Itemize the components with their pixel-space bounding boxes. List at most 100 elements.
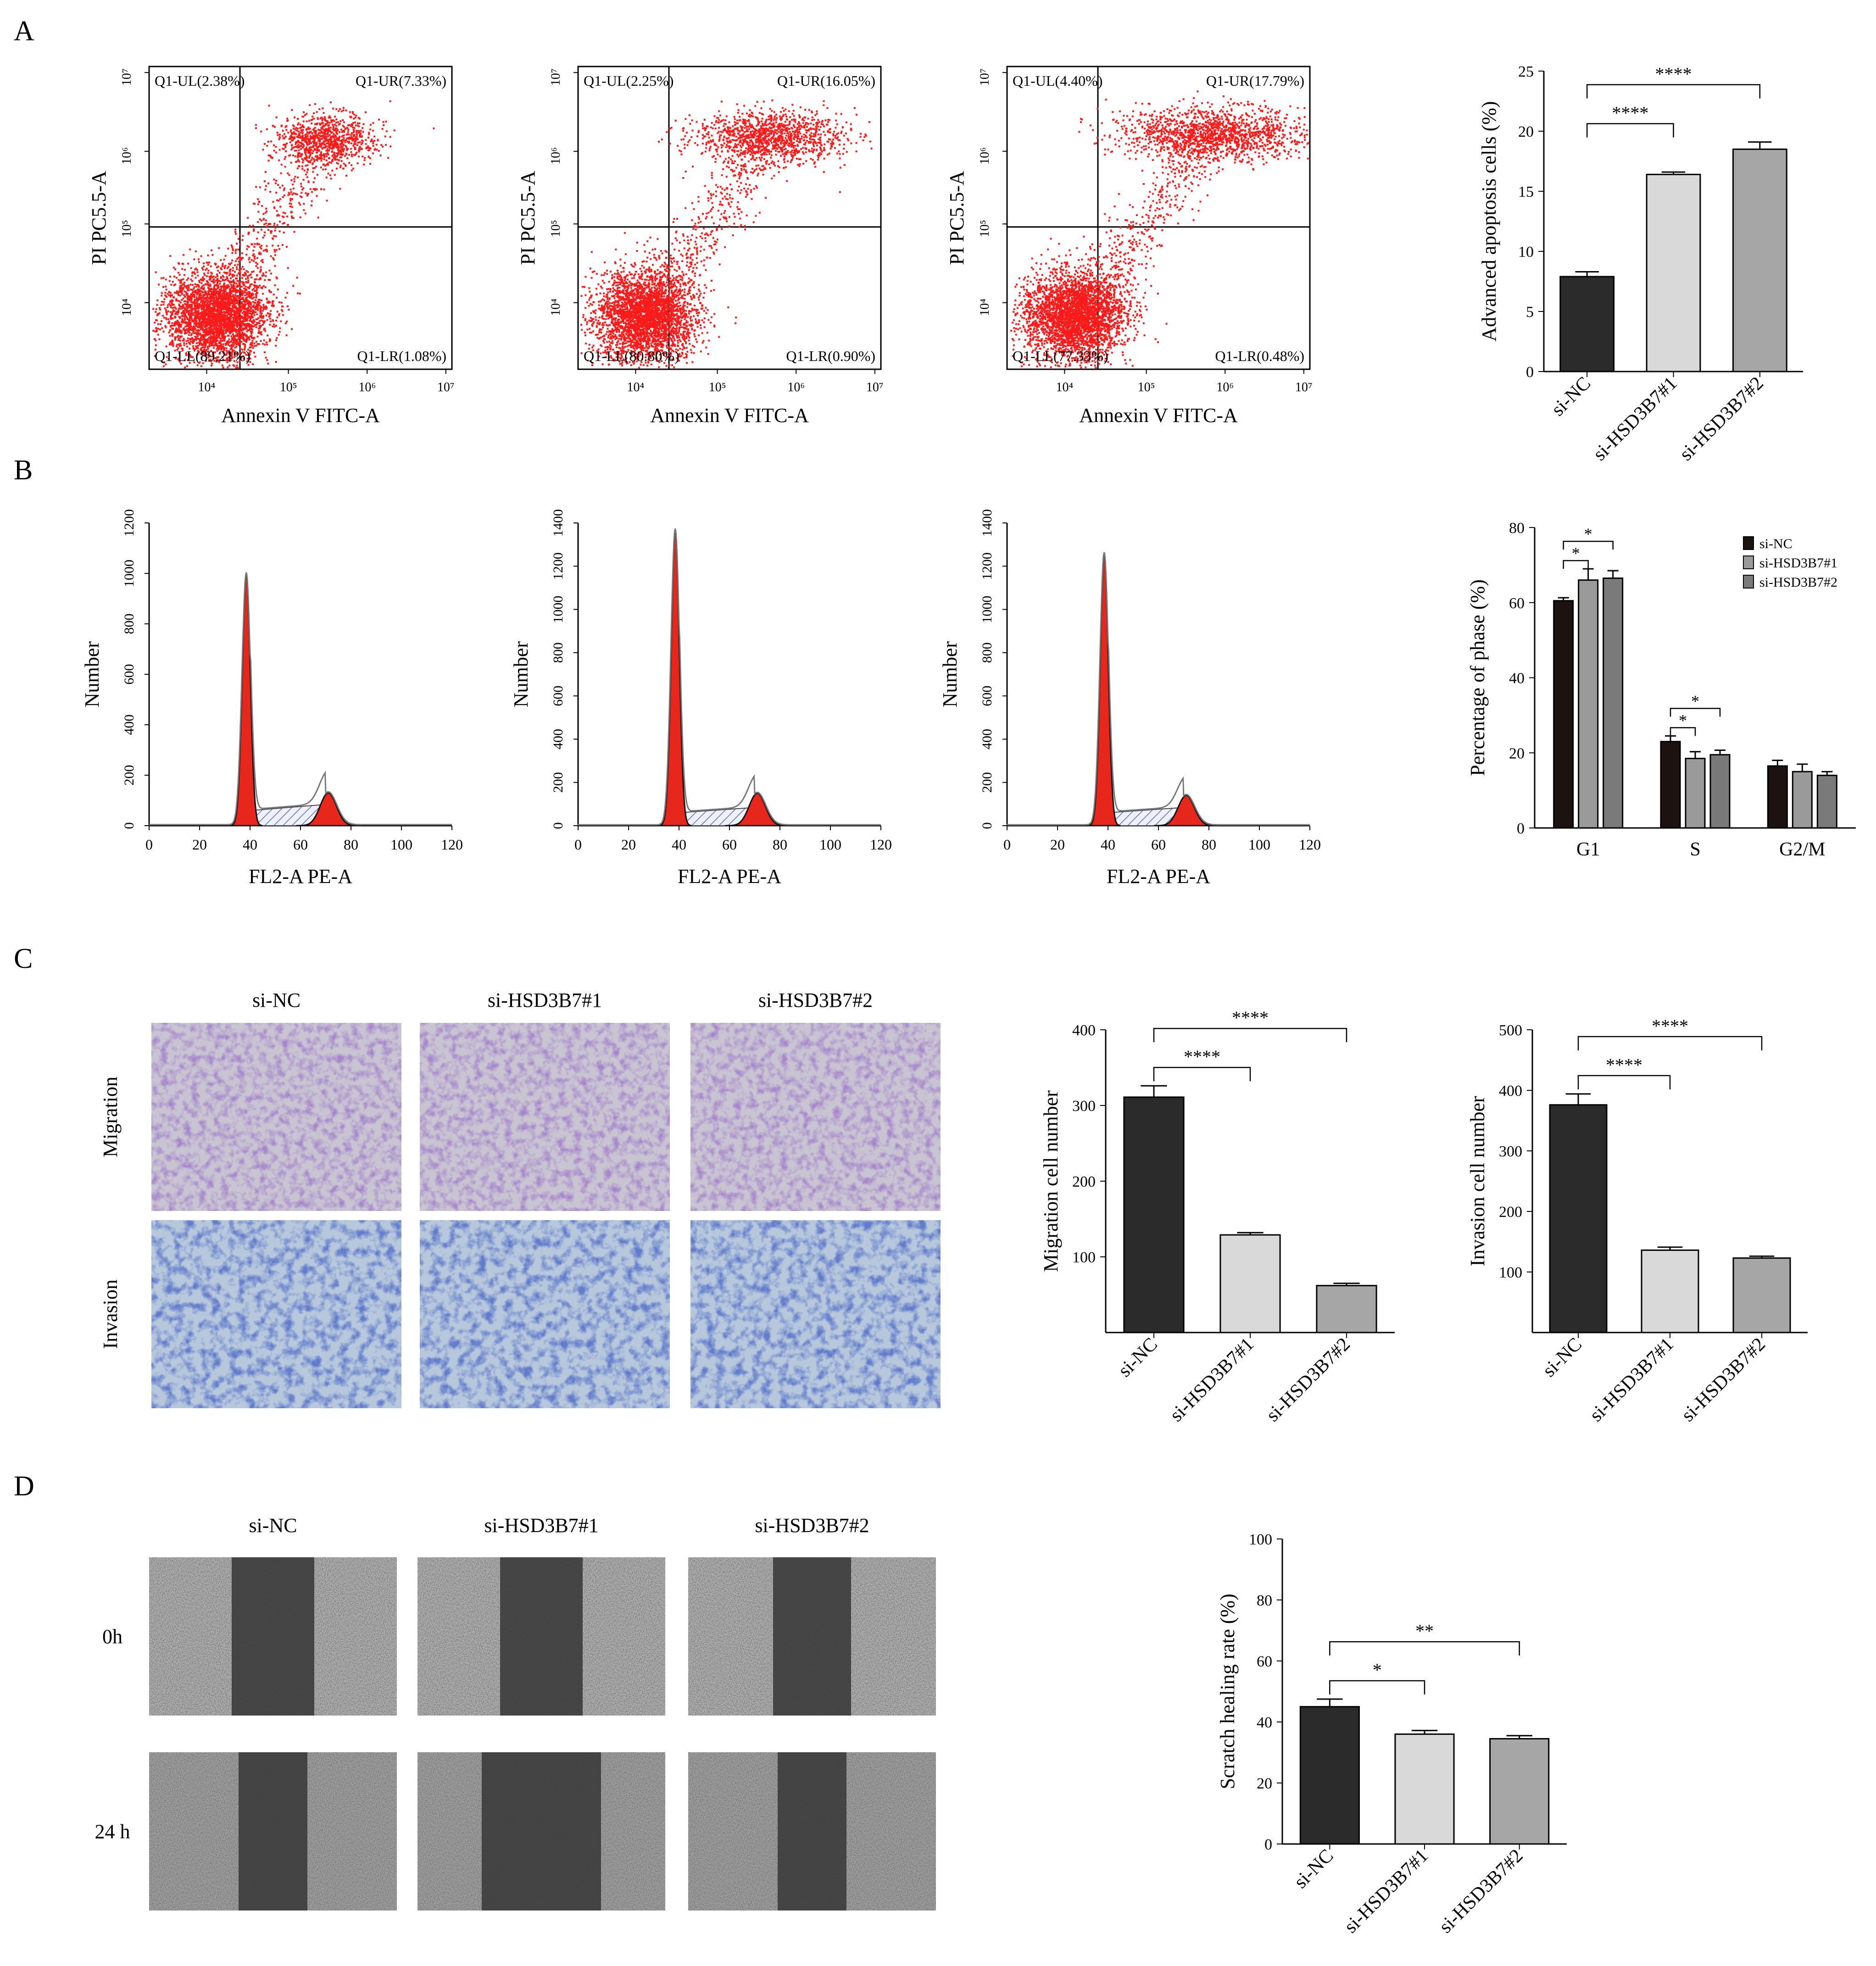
cell-dot — [328, 157, 330, 159]
cell-dot — [196, 333, 198, 336]
cell-dot — [223, 347, 225, 349]
cell-dot — [224, 302, 226, 305]
cell-dot — [372, 142, 374, 144]
cell-dot — [240, 301, 243, 303]
cell-dot — [321, 138, 323, 140]
cell-dot — [237, 294, 239, 297]
cell-dot — [237, 335, 239, 337]
cell-dot — [200, 328, 202, 330]
cell-dot — [300, 156, 302, 157]
cell-dot — [300, 137, 302, 139]
cell-dot — [351, 153, 353, 156]
cell-dot — [215, 290, 217, 292]
cell-dot — [250, 304, 252, 306]
cell-dot — [262, 343, 264, 345]
cell-dot — [249, 261, 251, 263]
cell-dot — [200, 305, 203, 307]
cell-dot — [252, 254, 254, 256]
cell-dot — [225, 317, 228, 319]
cell-dot — [256, 287, 258, 289]
cell-dot — [365, 139, 367, 141]
cell-dot — [358, 130, 360, 132]
cell-dot — [262, 275, 264, 277]
cell-dot — [228, 295, 230, 298]
cell-dot — [224, 304, 226, 306]
cell-dot — [266, 319, 268, 321]
cell-dot — [312, 152, 314, 154]
cell-dot — [272, 319, 274, 321]
cell-dot — [219, 330, 222, 333]
cell-dot — [306, 150, 308, 152]
cell-dot — [277, 134, 279, 136]
cell-dot — [350, 134, 352, 136]
cell-dot — [214, 325, 216, 328]
cell-dot — [226, 267, 228, 269]
cell-dot — [275, 235, 277, 238]
cell-dot — [303, 111, 305, 113]
cell-dot — [248, 301, 250, 303]
cell-dot — [210, 341, 212, 344]
cell-dot — [387, 157, 390, 159]
cell-dot — [256, 278, 258, 280]
cell-dot — [171, 302, 173, 304]
cell-dot — [254, 345, 256, 347]
cell-dot — [301, 154, 302, 156]
cell-dot — [199, 325, 201, 328]
cell-dot — [318, 122, 321, 125]
cell-dot — [332, 107, 334, 110]
cell-dot — [186, 296, 189, 299]
cell-dot — [203, 287, 205, 289]
cell-dot — [316, 137, 318, 139]
cell-dot — [262, 213, 265, 215]
cell-dot — [334, 139, 337, 142]
cell-dot — [307, 160, 310, 162]
cell-dot — [197, 258, 200, 261]
cell-dot — [207, 305, 210, 307]
cell-dot — [239, 347, 241, 350]
cell-dot — [273, 325, 276, 328]
cell-dot — [214, 318, 216, 320]
cell-dot — [313, 159, 316, 161]
cell-dot — [310, 142, 312, 144]
cell-dot — [209, 283, 212, 286]
cell-dot — [284, 156, 287, 158]
cell-dot — [319, 138, 322, 140]
cell-dot — [212, 254, 214, 256]
cell-dot — [240, 257, 243, 259]
cell-dot — [230, 340, 233, 342]
cell-dot — [342, 107, 345, 109]
cell-dot — [329, 174, 331, 177]
cell-dot — [177, 358, 179, 361]
cell-dot — [216, 332, 218, 334]
cell-dot — [257, 317, 260, 319]
cell-dot — [299, 204, 301, 206]
cell-dot — [196, 364, 199, 367]
cell-dot — [219, 344, 222, 347]
cell-dot — [351, 112, 354, 114]
cell-dot — [193, 302, 195, 304]
cell-dot — [333, 133, 335, 135]
cell-dot — [367, 145, 369, 148]
cell-dot — [318, 150, 320, 152]
cell-dot — [216, 335, 217, 337]
cell-dot — [304, 157, 306, 159]
cell-dot — [184, 290, 186, 293]
cell-dot — [269, 291, 271, 293]
cell-dot — [349, 111, 351, 113]
cell-dot — [325, 153, 327, 155]
cell-dot — [333, 129, 335, 131]
cell-dot — [200, 314, 202, 317]
cell-dot — [246, 275, 249, 278]
cell-dot — [264, 344, 266, 346]
cell-dot — [197, 274, 199, 277]
cell-dot — [239, 319, 241, 322]
cell-dot — [183, 344, 185, 346]
cell-dot — [199, 334, 201, 336]
cell-dot — [227, 350, 229, 353]
cell-dot — [263, 328, 266, 330]
cell-dot — [230, 314, 233, 316]
cell-dot — [253, 342, 256, 344]
cell-dot — [173, 310, 176, 312]
cell-dot — [224, 266, 226, 268]
